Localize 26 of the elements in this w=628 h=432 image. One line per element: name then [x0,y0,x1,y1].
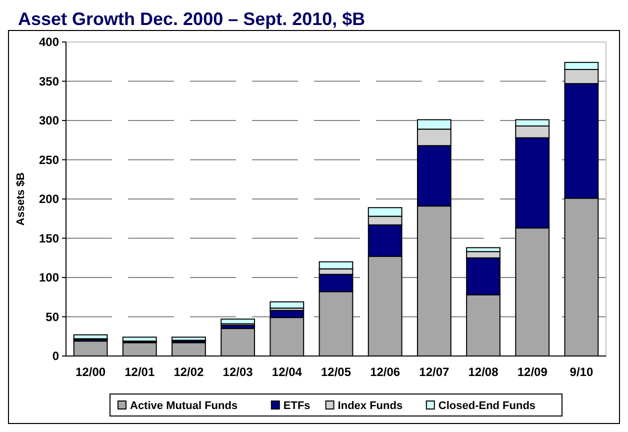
y-tick-label: 50 [46,310,60,324]
x-tick-label: 12/03 [222,365,254,379]
y-tick-label: 250 [38,152,60,167]
y-tick-label: 150 [38,231,60,246]
x-tick-label: 12/07 [419,365,450,379]
legend-label: ETFs [283,400,310,412]
y-tick-label: 400 [38,35,60,50]
chart-title: Asset Growth Dec. 2000 – Sept. 2010, $B [18,9,366,29]
x-tick-label: 12/00 [76,365,106,379]
x-tick-label: 12/02 [174,365,204,379]
x-tick-label: 12/09 [517,365,548,379]
x-tick-label: 12/04 [272,365,302,379]
y-tick-label: 350 [38,74,60,88]
x-tick-label: 12/06 [370,365,400,379]
y-tick-label: 300 [38,114,60,128]
legend-label: Closed-End Funds [438,400,536,412]
legend-label: Active Mutual Funds [130,400,238,412]
x-tick-label: 12/08 [468,365,499,379]
x-tick-label: 12/05 [320,365,352,379]
legend-label: Index Funds [338,400,403,412]
y-tick-label: 200 [38,192,60,206]
y-tick-label: 0 [52,349,60,364]
x-tick-label: 9/10 [570,365,594,379]
y-axis-title: Assets $B [15,172,27,226]
x-tick-label: 12/01 [124,365,155,379]
y-tick-label: 100 [38,270,60,285]
